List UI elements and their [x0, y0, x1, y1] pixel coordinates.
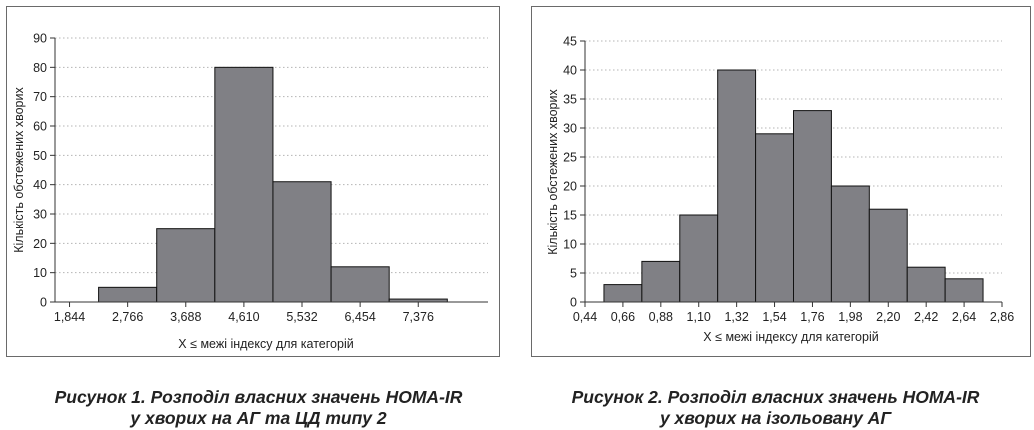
chart-2-bar: [906, 266, 946, 303]
chart-2-y-tick-label: 5: [570, 267, 577, 281]
figure-1-caption-line-2: у хворих на АГ та ЦД типу 2: [130, 408, 387, 428]
chart-2-y-tick-label: 30: [563, 122, 577, 136]
chart-2-x-tick-label: 2,20: [876, 310, 900, 324]
figure-2-caption-line-2: у хворих на ізольовану АГ: [659, 408, 892, 428]
chart-1-y-tick-label: 0: [40, 296, 47, 310]
chart-2-bar: [793, 110, 832, 303]
chart-2-frame: [531, 6, 1031, 357]
chart-1-y-tick-label: 80: [33, 61, 47, 75]
chart-1-x-tick-label: 6,454: [344, 310, 375, 324]
figure-1-caption: Рисунок 1. Розподіл власних значень HOMA…: [0, 387, 517, 429]
chart-1-bar: [98, 286, 158, 303]
chart-1: 0 10 20 30 40 50 60 70 80 90 1,844 2,766 3,688 4,610…: [6, 6, 500, 357]
chart-2-y-tick-label: 15: [563, 209, 577, 223]
figure-2-caption-line-1: Рисунок 2. Розподіл власних значень HOMA…: [571, 387, 980, 407]
chart-2-x-tick-label: 0,66: [611, 310, 635, 324]
chart-2-x-tick-label: 1,54: [762, 310, 786, 324]
chart-2-x-axis-label: X ≤ межі індексу для категорій: [703, 330, 878, 344]
chart-1-x-tick-label: 5,532: [286, 310, 317, 324]
chart-1-bar: [330, 266, 390, 303]
chart-2-bar: [944, 278, 984, 303]
chart-2-y-tick-label: 0: [570, 296, 577, 310]
chart-1-y-tick-label: 10: [33, 266, 47, 280]
chart-1-x-tick-label: 2,766: [112, 310, 143, 324]
chart-2-x-tick-label: 2,86: [990, 310, 1014, 324]
figure-2-caption: Рисунок 2. Розподіл власних значень HOMA…: [517, 387, 1034, 429]
chart-2-bar: [641, 260, 681, 303]
chart-2-x-tick-label: 1,10: [687, 310, 711, 324]
chart-2-y-tick-label: 20: [563, 180, 577, 194]
chart-1-bar: [214, 66, 274, 303]
figure-1-caption-line-1: Рисунок 1. Розподіл власних значень HOMA…: [54, 387, 463, 407]
chart-1-y-tick-label: 40: [33, 178, 47, 192]
chart-2-x-tick-label: 0,88: [649, 310, 673, 324]
chart-1-bar: [272, 181, 332, 303]
chart-2-x-tick-label: 2,42: [914, 310, 938, 324]
chart-2-bar: [603, 284, 643, 303]
chart-2-bar: [830, 185, 870, 303]
chart-1-x-axis-label: X ≤ межі індексу для категорій: [178, 337, 353, 351]
chart-1-x-tick-label: 3,688: [170, 310, 201, 324]
chart-2-bar: [679, 214, 719, 303]
chart-1-bar: [156, 228, 216, 303]
chart-2-y-tick-label: 45: [563, 35, 577, 49]
chart-1-y-tick-label: 30: [33, 208, 47, 222]
chart-1-x-tick-label: 1,844: [54, 310, 85, 324]
chart-2-y-tick-label: 40: [563, 64, 577, 78]
chart-1-y-tick-label: 60: [33, 120, 47, 134]
chart-2-y-tick-label: 10: [563, 238, 577, 252]
chart-1-x-tick-label: 7,376: [403, 310, 434, 324]
chart-1-frame: [6, 6, 500, 357]
chart-1-x-tick-label: 4,610: [228, 310, 259, 324]
chart-2-y-tick-label: 25: [563, 151, 577, 165]
chart-2-x-tick-label: 1,32: [724, 310, 748, 324]
chart-2-x-tick-label: 0,44: [573, 310, 597, 324]
chart-2-bar: [868, 208, 908, 303]
chart-2-y-tick-label: 35: [563, 93, 577, 107]
chart-2-x-tick-label: 1,76: [800, 310, 824, 324]
chart-2-x-tick-label: 2,64: [952, 310, 976, 324]
chart-2-bar: [755, 133, 795, 303]
chart-2-bar: [717, 69, 757, 303]
chart-1-y-tick-label: 90: [33, 32, 47, 46]
chart-2-x-tick-label: 1,98: [838, 310, 862, 324]
chart-1-y-tick-label: 50: [33, 149, 47, 163]
chart-2: 0 5 10 15 20 25 30 35 40 45 0,44 0,66 0,88 1,10 1,32 1…: [531, 6, 1031, 357]
chart-1-y-axis-label: Кількість обстежених хворих: [12, 87, 26, 253]
chart-1-y-tick-label: 70: [33, 90, 47, 104]
chart-2-y-axis-label: Кількість обстежених хворих: [546, 89, 560, 255]
chart-1-y-tick-label: 20: [33, 237, 47, 251]
